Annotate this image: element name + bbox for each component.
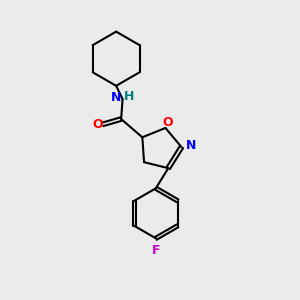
Text: O: O	[162, 116, 173, 129]
Text: O: O	[92, 118, 103, 131]
Text: F: F	[152, 244, 160, 256]
Text: N: N	[186, 139, 196, 152]
Text: N: N	[111, 91, 121, 104]
Text: H: H	[124, 91, 134, 103]
